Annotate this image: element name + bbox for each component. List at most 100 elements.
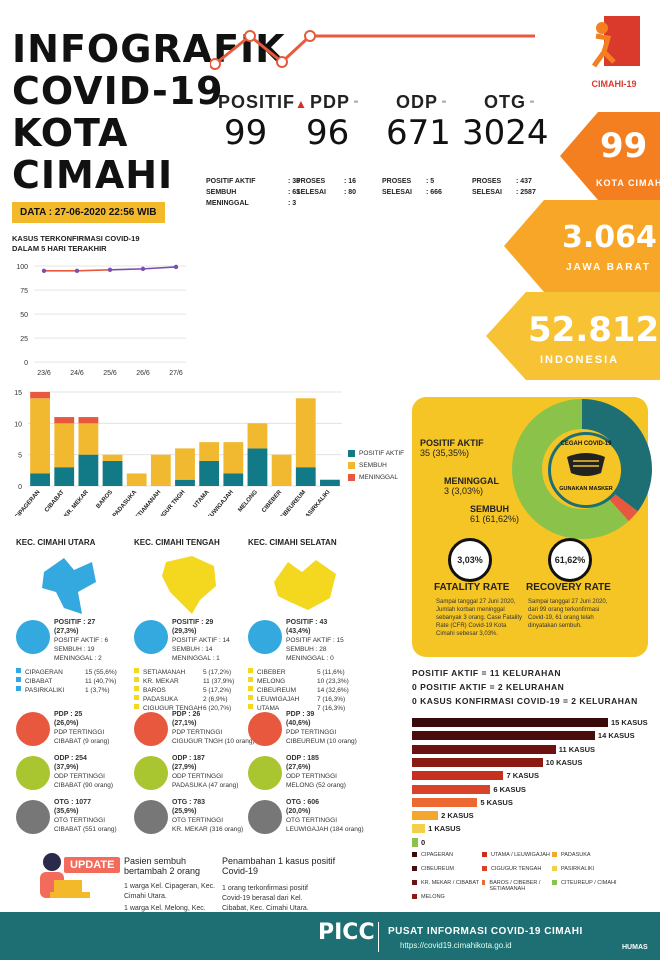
positif-value: POSITIF : 27 (54, 619, 96, 626)
line-segment (142, 266, 177, 270)
bar-segment (102, 460, 123, 486)
otg-value: OTG : 606 (286, 799, 320, 806)
footer-url[interactable]: https://covid19.cimahikota.go.id (400, 941, 512, 950)
label-value: 61 (61,62%) (470, 514, 520, 524)
otg-pie (16, 800, 50, 834)
person-laptop-icon (40, 853, 90, 898)
odp-text: ODP : 254 (37,9%) ODP TERTINGGI CIBABAT … (54, 754, 113, 790)
kelurahan-bullet (248, 677, 253, 682)
hbar-label: 14 KASUS (597, 731, 635, 741)
summary-line: 0 KASUS KONFIRMASI COVID-19 = 2 KELURAHA… (412, 696, 638, 706)
ribbon-shape (486, 292, 660, 380)
data-point (74, 268, 80, 273)
kelurahan-bullet (134, 677, 139, 682)
ribbon-indonesia: 52.812 INDONESIA (486, 292, 660, 380)
x-tick-label: 26/6 (136, 370, 150, 377)
donut-slice (582, 399, 652, 512)
line-chart: 100 75 50 25 0 23/6 24/6 25/6 26/6 27/6 (16, 264, 186, 377)
y-tick-label: 0 (24, 360, 28, 367)
kelurahan-bullet (248, 686, 253, 691)
hbar-label: 15 KASUS (611, 718, 648, 727)
kelurahan-summary: POSITIF AKTIF = 11 KELURAHAN 0 POSITIF A… (412, 666, 638, 708)
y-tick-label: 10 (14, 421, 22, 428)
kelurahan-value: 7 (16,3%) (317, 696, 346, 703)
category-label: CIBEUREUM (279, 489, 307, 516)
y-tick-label: 75 (20, 288, 28, 295)
pdp-text: PDP : 25 (26,0%) PDP TERTINGGI CIBABAT (… (54, 710, 109, 746)
bar-segment (295, 467, 316, 486)
data-point (173, 264, 179, 270)
case-donut-chart (512, 399, 652, 539)
hbar-legend-item: KR. MEKAR / CIBABAT (412, 880, 480, 886)
logo-text: CIMAHI-19 (591, 79, 637, 89)
update-text-2: 1 orang terkonfirmasi positif Covid-19 b… (222, 885, 309, 912)
pdp-text: PDP : 39 (40,6%) PDP TERTINGGI CIBEUREUM… (286, 710, 357, 746)
legend-label: POSITIF AKTIF (359, 450, 405, 457)
bar-segment (247, 423, 268, 449)
pdp-value: PDP : 26 (172, 711, 201, 718)
detail-value: : 5 (426, 178, 435, 185)
detail-key: SELESAI (472, 189, 502, 196)
bar-segment (54, 417, 75, 424)
otg-pie (134, 800, 168, 834)
label-value: 35 (35,35%) (420, 448, 470, 458)
kelurahan-name: BAROS (143, 687, 166, 694)
legend-swatch (552, 880, 557, 885)
footer-title: PUSAT INFORMASI COVID-19 CIMAHI (388, 926, 583, 937)
detail-value: : 2587 (516, 189, 536, 196)
legend-label: KR. MEKAR / CIBABAT (421, 880, 479, 886)
positif-pie (134, 620, 168, 654)
detail-key: SELESAI (382, 189, 412, 196)
otg-pct: (20,0%) (286, 808, 311, 815)
ribbon-shape (504, 200, 660, 292)
otg-caption: OTG TERTINGGI (172, 817, 224, 824)
line-chart-title-1: KASUS TERKONFIRMASI COVID-19 (12, 234, 140, 243)
category-label: UTAMA (192, 489, 211, 510)
fatality-text: Sampai tanggal 27 Juni 2020, Jumlah korb… (436, 599, 523, 637)
pdp-text: PDP : 26 (27,1%) PDP TERTINGGI CIGUGUR T… (172, 710, 255, 746)
detail-value: : 666 (426, 189, 442, 196)
kelurahan-value: 2 (6,9%) (203, 696, 228, 703)
hbar-legend-item: UTAMA / LEUWIGAJAH (482, 852, 550, 858)
bar-segment (320, 479, 340, 486)
hbar-label: 10 KASUS (545, 757, 583, 767)
legend-swatch (412, 880, 417, 885)
x-tick-label: 25/6 (103, 370, 117, 377)
detail-key: SEMBUH (206, 189, 237, 196)
legend-label: CIPAGERAN (421, 852, 453, 858)
hbar-label: 0 (421, 837, 426, 847)
kelurahan-value: 5 (17,2%) (203, 687, 232, 694)
meninggal: MENINGGAL : 0 (286, 655, 334, 662)
x-tick-label: 24/6 (70, 370, 84, 377)
kelurahan-bullet (134, 695, 139, 700)
kelurahan-bullet (16, 668, 21, 673)
kelurahan-row: MELONG 10 (23,3%) (248, 677, 358, 686)
donut-slice (512, 399, 629, 539)
update-text-1a: 1 warga Kel. Cipageran, Kec. Cimahi Utar… (124, 883, 216, 900)
mask-icon (567, 453, 605, 476)
stat-head: POSITIF (218, 92, 296, 112)
ribbon-shape (560, 112, 660, 200)
odp-text: ODP : 187 (27,9%) ODP TERTINGGI PADASUKA… (172, 754, 238, 790)
detail-value: : 3 (288, 200, 297, 207)
ribbon-label: KOTA CIMAHI (596, 178, 660, 188)
x-tick-label: 27/6 (169, 370, 183, 377)
hbar-legend-item: BAROS / CIBEBER / SETIAMANAH (482, 880, 550, 892)
pdp-pct: (27,1%) (172, 720, 197, 727)
kecamatan-title: KEC. CIMAHI TENGAH (134, 538, 220, 547)
hbar (412, 797, 478, 807)
ribbon-label: JAWA BARAT (566, 262, 651, 273)
bar-segment (30, 473, 50, 486)
badge-bottom-text: GUNAKAN MASKER (559, 486, 613, 492)
stat-otg: OTG " 3024 (462, 92, 549, 153)
hbar-legend-item: CITEUREUP / CIMAHI (552, 880, 620, 886)
stat-head: PDP (310, 92, 351, 112)
hbar (412, 771, 504, 781)
pdp-top: CIGUGUR TNGH (10 orang) (172, 738, 255, 745)
legend-label: MENINGGAL (359, 474, 399, 481)
humas-logo: HUMAS (622, 944, 648, 951)
kelurahan-row: BAROS 5 (17,2%) (134, 686, 244, 695)
badge-top-text: CEGAH COVID-19 (560, 441, 612, 447)
detail-value: : 35 (288, 178, 301, 185)
detail-key: MENINGGAL (206, 200, 249, 207)
